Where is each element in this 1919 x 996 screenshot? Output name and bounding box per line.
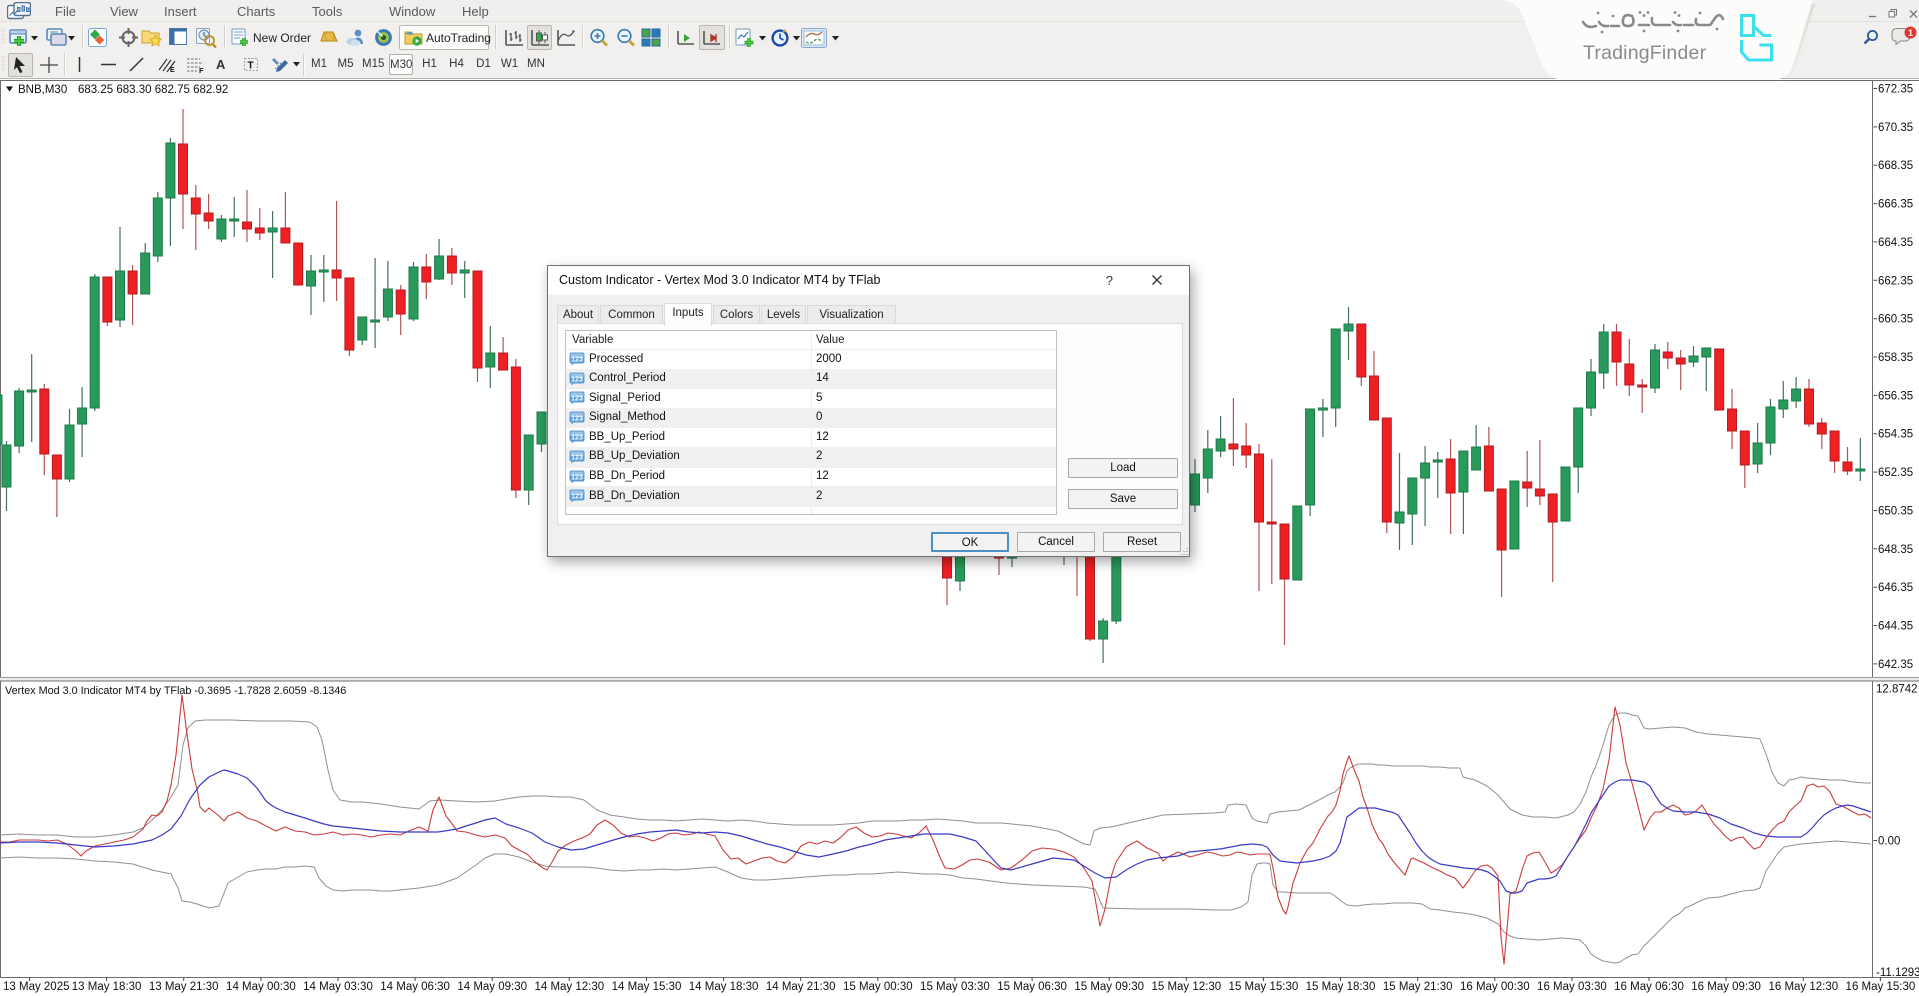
svg-text:0.00: 0.00 bbox=[1878, 836, 1900, 848]
svg-text:16 May 09:30: 16 May 09:30 bbox=[1691, 981, 1761, 993]
svg-text:672.35: 672.35 bbox=[1878, 84, 1913, 96]
svg-text:123: 123 bbox=[571, 396, 583, 403]
svg-text:13 May 21:30: 13 May 21:30 bbox=[149, 981, 219, 993]
svg-text:644.35: 644.35 bbox=[1878, 621, 1913, 633]
svg-text:14 May 06:30: 14 May 06:30 bbox=[380, 981, 450, 993]
svg-text:15 May 09:30: 15 May 09:30 bbox=[1074, 981, 1144, 993]
svg-text:F: F bbox=[199, 66, 204, 73]
svg-text:668.35: 668.35 bbox=[1878, 160, 1913, 172]
svg-text:15 May 21:30: 15 May 21:30 bbox=[1383, 981, 1453, 993]
svg-text:123: 123 bbox=[571, 494, 583, 501]
svg-text:15 May 15:30: 15 May 15:30 bbox=[1229, 981, 1299, 993]
svg-text:14 May 03:30: 14 May 03:30 bbox=[303, 981, 373, 993]
svg-text:12.8742: 12.8742 bbox=[1876, 684, 1918, 696]
svg-text:16 May 03:30: 16 May 03:30 bbox=[1537, 981, 1607, 993]
svg-text:662.35: 662.35 bbox=[1878, 275, 1913, 287]
svg-text:E: E bbox=[170, 67, 175, 73]
svg-text:123: 123 bbox=[571, 474, 583, 481]
svg-text:642.35: 642.35 bbox=[1878, 659, 1913, 671]
svg-text:14 May 15:30: 14 May 15:30 bbox=[612, 981, 682, 993]
svg-text:-11.1293: -11.1293 bbox=[1876, 967, 1919, 979]
svg-text:646.35: 646.35 bbox=[1878, 582, 1913, 594]
svg-text:15 May 12:30: 15 May 12:30 bbox=[1151, 981, 1221, 993]
svg-text:14 May 18:30: 14 May 18:30 bbox=[689, 981, 759, 993]
svg-text:13 May 18:30: 13 May 18:30 bbox=[72, 981, 142, 993]
svg-text:658.35: 658.35 bbox=[1878, 352, 1913, 364]
svg-text:14 May 00:30: 14 May 00:30 bbox=[226, 981, 296, 993]
svg-text:648.35: 648.35 bbox=[1878, 544, 1913, 556]
svg-text:123: 123 bbox=[571, 357, 583, 364]
svg-text:664.35: 664.35 bbox=[1878, 237, 1913, 249]
svg-text:13 May 2025: 13 May 2025 bbox=[3, 981, 70, 993]
svg-text:14 May 21:30: 14 May 21:30 bbox=[766, 981, 836, 993]
svg-text:16 May 06:30: 16 May 06:30 bbox=[1614, 981, 1684, 993]
svg-text:15 May 18:30: 15 May 18:30 bbox=[1306, 981, 1376, 993]
svg-text:15 May 00:30: 15 May 00:30 bbox=[843, 981, 913, 993]
svg-text:670.35: 670.35 bbox=[1878, 122, 1913, 134]
svg-text:16 May 15:30: 16 May 15:30 bbox=[1846, 981, 1916, 993]
svg-text:16 May 00:30: 16 May 00:30 bbox=[1460, 981, 1530, 993]
svg-text:123: 123 bbox=[571, 454, 583, 461]
svg-text:16 May 12:30: 16 May 12:30 bbox=[1768, 981, 1838, 993]
svg-text:650.35: 650.35 bbox=[1878, 506, 1913, 518]
svg-text:T: T bbox=[248, 61, 254, 72]
svg-text:656.35: 656.35 bbox=[1878, 390, 1913, 402]
svg-text:15 May 03:30: 15 May 03:30 bbox=[920, 981, 990, 993]
svg-text:654.35: 654.35 bbox=[1878, 429, 1913, 441]
svg-text:666.35: 666.35 bbox=[1878, 199, 1913, 211]
svg-text:14 May 09:30: 14 May 09:30 bbox=[457, 981, 527, 993]
svg-text:15 May 06:30: 15 May 06:30 bbox=[997, 981, 1067, 993]
svg-text:652.35: 652.35 bbox=[1878, 467, 1913, 479]
svg-text:123: 123 bbox=[571, 435, 583, 442]
svg-text:Vertex Mod 3.0 Indicator MT4 b: Vertex Mod 3.0 Indicator MT4 by TFlab -0… bbox=[5, 685, 346, 697]
svg-text:BNB,M30: BNB,M30 bbox=[18, 84, 67, 96]
svg-text:683.25 683.30 682.75 682.92: 683.25 683.30 682.75 682.92 bbox=[78, 84, 228, 96]
svg-text:1: 1 bbox=[1908, 28, 1913, 38]
svg-text:123: 123 bbox=[571, 376, 583, 383]
svg-text:660.35: 660.35 bbox=[1878, 314, 1913, 326]
svg-text:14 May 12:30: 14 May 12:30 bbox=[534, 981, 604, 993]
svg-text:123: 123 bbox=[571, 415, 583, 422]
